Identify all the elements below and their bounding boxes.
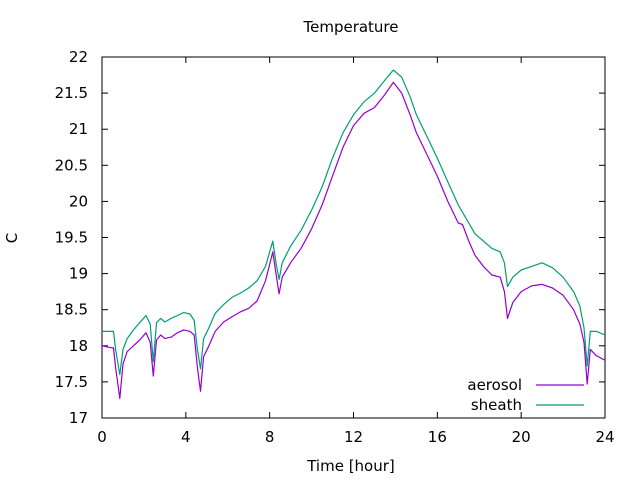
legend: aerosol sheath [467, 376, 584, 414]
series-line-aerosol [101, 81, 606, 400]
y-tick-label: 21.5 [55, 84, 88, 102]
y-axis-label: C [3, 233, 21, 243]
legend-label-aerosol: aerosol [467, 376, 522, 394]
legend-label-sheath: sheath [471, 396, 522, 414]
y-tick-label: 18 [69, 337, 88, 355]
axis-ticks: 0 4 8 12 16 20 24 17 17.5 18 18.5 19 19.5 20 20.5 21 21.… [55, 48, 615, 446]
series-lines [101, 69, 606, 400]
y-tick-label: 17 [69, 409, 88, 427]
x-tick-label: 20 [512, 428, 531, 446]
x-tick-label: 0 [97, 428, 107, 446]
y-tick-label: 20.5 [55, 156, 88, 174]
y-tick-label: 19.5 [55, 229, 88, 247]
plot-frame [101, 56, 606, 419]
series-line-sheath [102, 69, 606, 376]
y-tick-label: 18.5 [55, 301, 88, 319]
x-tick-label: 8 [265, 428, 275, 446]
chart-title: Temperature [302, 18, 398, 36]
x-tick-label: 24 [595, 428, 614, 446]
x-tick-label: 16 [428, 428, 447, 446]
y-tick-label: 21 [69, 120, 88, 138]
y-tick-label: 20 [69, 192, 88, 210]
x-tick-label: 4 [181, 428, 191, 446]
y-tick-label: 22 [69, 48, 88, 66]
x-axis-label: Time [hour] [306, 457, 395, 475]
y-tick-label: 17.5 [55, 373, 88, 391]
x-tick-label: 12 [344, 428, 363, 446]
y-tick-label: 19 [69, 265, 88, 283]
